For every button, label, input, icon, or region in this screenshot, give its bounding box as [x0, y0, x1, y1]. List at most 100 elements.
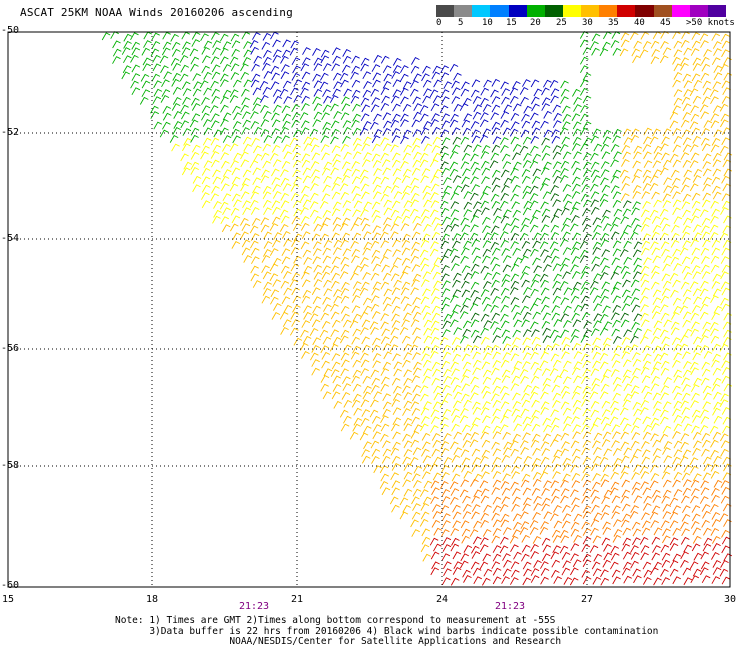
wind-barb	[621, 465, 630, 474]
wind-barb	[332, 384, 342, 392]
wind-barb	[210, 80, 219, 89]
wind-barb	[510, 121, 520, 130]
wind-barb	[209, 105, 219, 113]
wind-barb	[400, 287, 410, 296]
wind-barb	[260, 152, 270, 161]
wind-barb	[530, 279, 540, 288]
wind-barb	[352, 359, 361, 368]
wind-barb	[280, 71, 290, 80]
wind-barb	[690, 328, 699, 337]
wind-barb	[340, 256, 350, 265]
wind-barb	[701, 225, 710, 234]
wind-barb	[710, 449, 719, 458]
wind-barb	[362, 121, 372, 129]
wind-barb	[382, 448, 392, 457]
wind-barb	[201, 192, 210, 200]
wind-barb	[519, 369, 529, 377]
wind-barb	[702, 510, 711, 519]
wind-barb	[501, 576, 510, 584]
wind-barb	[661, 559, 671, 568]
wind-barb	[660, 360, 670, 369]
wind-barb	[633, 257, 642, 266]
wind-barb	[162, 112, 172, 121]
wind-barb	[232, 79, 242, 88]
wind-barb	[700, 247, 710, 256]
wind-barb	[640, 399, 650, 408]
wind-barb	[222, 207, 231, 216]
wind-barb	[402, 185, 412, 194]
wind-barb	[579, 255, 589, 263]
wind-barb	[630, 440, 640, 449]
wind-barb	[410, 401, 420, 410]
wind-barb	[362, 297, 372, 306]
wind-barb	[610, 552, 620, 561]
wind-barb	[173, 111, 182, 119]
wind-barb	[471, 247, 481, 256]
wind-barb	[363, 385, 372, 394]
wind-barb	[262, 32, 272, 41]
wind-barb	[403, 449, 413, 457]
wind-barb	[501, 487, 511, 496]
wind-barb	[682, 177, 691, 185]
wind-barb	[522, 191, 531, 200]
wind-barb	[659, 304, 669, 313]
wind-barb	[343, 399, 353, 408]
wind-barb	[383, 248, 392, 257]
wind-barb	[260, 175, 270, 184]
wind-barb	[112, 48, 122, 57]
wind-barb	[562, 457, 571, 466]
wind-barb	[719, 513, 729, 522]
wind-barb	[399, 327, 409, 335]
wind-barb	[532, 471, 542, 480]
wind-barb	[231, 128, 240, 137]
wind-barb	[632, 358, 642, 367]
legend-swatch	[599, 5, 618, 17]
wind-barb	[693, 296, 702, 305]
wind-barb	[253, 55, 263, 64]
wind-barb	[472, 167, 481, 176]
wind-barb	[480, 313, 490, 322]
wind-barb	[471, 464, 481, 473]
wind-barb	[502, 127, 512, 136]
wind-barb	[389, 231, 399, 240]
wind-barb	[461, 383, 471, 392]
wind-barb	[719, 568, 729, 577]
wind-barb	[511, 465, 520, 474]
wind-barb	[592, 247, 601, 255]
wind-barb	[612, 47, 622, 56]
wind-barb	[210, 56, 220, 65]
wind-barb	[273, 303, 282, 311]
wind-barb	[421, 448, 430, 457]
wind-barb	[723, 383, 733, 392]
wind-barb	[451, 415, 461, 423]
wind-barb	[331, 272, 341, 281]
wind-barb	[543, 161, 552, 170]
wind-barb	[433, 257, 443, 266]
wind-barb	[351, 248, 361, 257]
wind-barb	[573, 351, 583, 359]
wind-barb	[520, 511, 529, 520]
wind-barb	[451, 255, 460, 264]
wind-barb	[511, 304, 520, 313]
wind-barb	[539, 360, 549, 369]
wind-barb	[552, 280, 561, 289]
wind-barb	[571, 480, 581, 488]
wind-barb	[320, 233, 329, 242]
wind-barb	[643, 391, 653, 400]
wind-barb	[501, 184, 510, 193]
wind-barb	[510, 280, 520, 289]
wind-barb	[642, 144, 652, 152]
wind-barb	[433, 79, 442, 88]
wind-barb	[592, 360, 601, 369]
legend-swatch	[581, 5, 600, 17]
wind-barb	[381, 376, 390, 385]
wind-barb	[473, 104, 483, 113]
wind-barb	[159, 55, 169, 64]
wind-barb	[452, 464, 461, 473]
wind-barb	[153, 121, 163, 130]
wind-barb	[372, 160, 382, 168]
wind-barb	[613, 336, 622, 344]
wind-barb	[491, 121, 501, 130]
wind-barb	[250, 207, 260, 215]
wind-barb	[112, 56, 121, 64]
